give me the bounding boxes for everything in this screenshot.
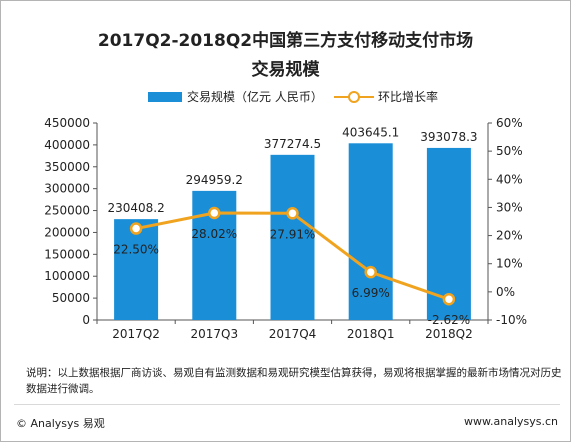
growth-point <box>286 207 299 220</box>
right-tick-label: 20% <box>496 229 523 243</box>
x-tick-label: 2017Q4 <box>269 327 317 341</box>
legend-line-swatch <box>334 90 374 103</box>
left-tick-label: 150000 <box>44 247 90 261</box>
legend-line-label: 环比增长率 <box>378 90 439 104</box>
growth-point <box>442 292 456 306</box>
bar <box>270 154 315 320</box>
growth-value-label: -2.62% <box>428 313 470 327</box>
right-tick-label: 10% <box>496 257 523 271</box>
left-tick-label: 100000 <box>44 269 90 283</box>
right-tick-label: 30% <box>496 200 523 214</box>
chart-title: 2017Q2-2018Q2中国第三方支付移动支付市场 <box>97 31 474 51</box>
bar-value-label: 230408.2 <box>107 201 164 215</box>
x-tick-label: 2017Q2 <box>112 327 160 341</box>
x-tick-label: 2018Q1 <box>347 327 395 341</box>
right-tick-label: 60% <box>496 116 523 130</box>
bar-value-label: 377274.5 <box>264 137 321 151</box>
legend-item-bar: 交易规模（亿元 人民币） <box>148 88 323 105</box>
copyright-text: © Analysys 易观 <box>16 417 105 430</box>
bar-value-label: 403645.1 <box>342 125 399 139</box>
growth-value-label: 28.02% <box>191 227 237 241</box>
site-url: www.analysys.cn <box>464 415 558 428</box>
bar-value-label: 393078.3 <box>420 130 477 144</box>
left-tick-label: 250000 <box>44 204 90 218</box>
right-tick-label: 50% <box>496 144 523 158</box>
right-tick-label: 0% <box>496 285 515 299</box>
footnote: 说明：以上数据根据厂商访谈、易观自有监测数据和易观研究模型估算获得，易观将根据掌… <box>26 367 562 395</box>
legend-bar-swatch <box>148 91 182 102</box>
left-tick-label: 450000 <box>44 116 90 130</box>
left-tick-label: 200000 <box>44 225 90 239</box>
growth-value-label: 6.99% <box>352 286 390 300</box>
left-tick-label: 400000 <box>44 138 90 152</box>
x-tick-label: 2018Q2 <box>425 327 473 341</box>
growth-value-label: 27.91% <box>270 227 316 241</box>
growth-point <box>364 265 377 279</box>
footer-bar: © Analysys 易观 www.analysys.cn <box>14 404 560 431</box>
bar <box>348 143 393 320</box>
growth-point <box>129 222 143 235</box>
right-tick-label: -10% <box>496 313 527 327</box>
growth-value-label: 22.50% <box>113 243 159 257</box>
legend-item-line: 环比增长率 <box>334 88 438 105</box>
legend-bar-label: 交易规模（亿元 人民币） <box>187 90 323 104</box>
x-tick-label: 2017Q3 <box>190 327 238 341</box>
growth-point <box>208 206 221 220</box>
left-tick-label: 0 <box>82 313 90 327</box>
chart-subtitle: 交易规模 <box>251 60 320 80</box>
right-tick-label: 40% <box>496 172 523 186</box>
bar-value-label: 294959.2 <box>186 173 243 187</box>
bar <box>426 147 471 320</box>
bar <box>114 219 159 320</box>
left-tick-label: 350000 <box>44 160 90 174</box>
left-tick-label: 300000 <box>44 182 90 196</box>
left-tick-label: 50000 <box>52 291 90 305</box>
chart-legend: 交易规模（亿元 人民币） 环比增长率 <box>0 88 571 108</box>
